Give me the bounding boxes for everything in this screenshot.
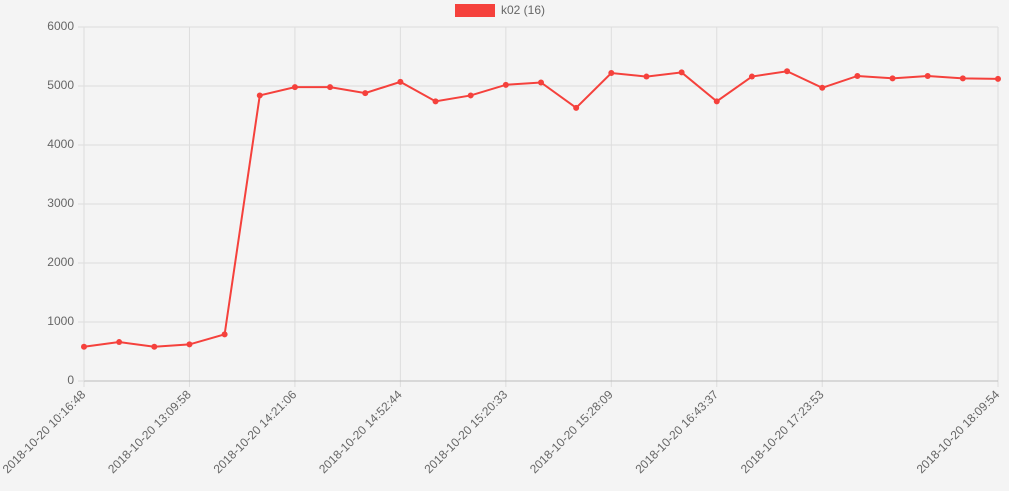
data-point xyxy=(256,92,263,99)
x-tick-label: 2018-10-20 15:28:09 xyxy=(527,387,616,476)
data-point xyxy=(502,81,509,88)
data-point xyxy=(573,104,580,111)
data-point xyxy=(327,84,334,91)
y-tick-label: 3000 xyxy=(47,196,74,210)
legend-swatch[interactable] xyxy=(455,4,495,17)
data-point xyxy=(713,98,720,105)
data-point xyxy=(924,72,931,79)
data-point xyxy=(151,343,158,350)
y-tick-label: 4000 xyxy=(47,137,74,151)
data-point xyxy=(995,75,1001,82)
data-point xyxy=(854,72,861,79)
y-tick-label: 1000 xyxy=(47,314,74,328)
y-tick-label: 5000 xyxy=(47,78,74,92)
data-point xyxy=(467,92,474,99)
data-point xyxy=(538,79,544,86)
data-point xyxy=(186,341,193,348)
data-point xyxy=(116,339,123,346)
data-point xyxy=(784,68,791,75)
x-tick-label: 2018-10-20 14:52:44 xyxy=(316,387,405,476)
data-point xyxy=(678,69,685,76)
x-tick-label: 2018-10-20 13:09:58 xyxy=(105,387,194,476)
data-point xyxy=(432,98,439,105)
y-tick-label: 2000 xyxy=(47,255,74,269)
x-tick-label: 2018-10-20 10:16:48 xyxy=(0,387,89,476)
data-point xyxy=(959,75,966,82)
data-point xyxy=(889,75,896,82)
y-tick-label: 6000 xyxy=(47,19,74,33)
data-point xyxy=(81,343,87,350)
data-point xyxy=(819,84,826,91)
legend-label: k02 (16) xyxy=(501,3,545,17)
data-point xyxy=(362,90,369,97)
data-point xyxy=(643,73,650,80)
data-point xyxy=(221,331,228,338)
data-point xyxy=(291,84,298,91)
x-tick-label: 2018-10-20 18:09:54 xyxy=(914,387,1003,476)
data-point xyxy=(608,70,615,77)
series-line xyxy=(83,70,999,348)
x-tick-label: 2018-10-20 17:23:53 xyxy=(738,387,827,476)
x-tick-label: 2018-10-20 16:43:37 xyxy=(632,387,721,476)
x-tick-label: 2018-10-20 14:21:06 xyxy=(211,387,300,476)
x-tick-label: 2018-10-20 15:20:33 xyxy=(422,387,511,476)
data-point xyxy=(748,73,755,80)
y-tick-label: 0 xyxy=(67,373,74,387)
data-point xyxy=(397,78,404,85)
